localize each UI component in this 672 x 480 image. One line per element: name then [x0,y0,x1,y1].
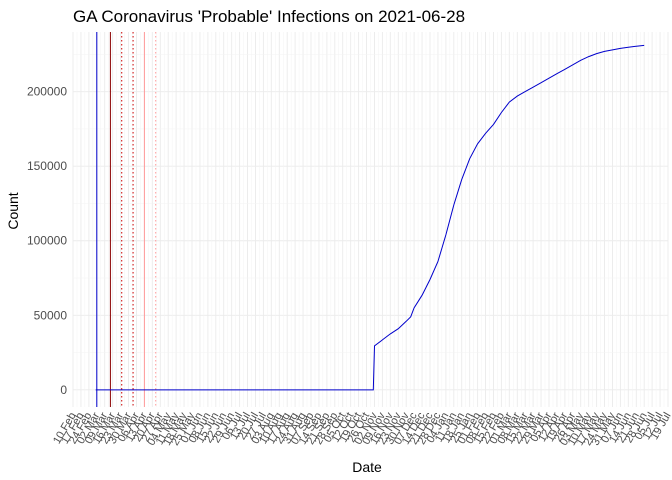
y-tick-label: 200000 [27,85,67,99]
series-line [95,44,645,391]
major-grid [72,32,669,407]
y-tick-label: 100000 [27,234,67,248]
y-axis-title: Count [5,192,21,229]
x-axis-title: Date [352,459,382,475]
y-tick-label: 50000 [34,308,68,322]
y-tick-label: 0 [60,383,67,397]
y-tick-label: 150000 [27,159,67,173]
minor-grid [73,32,668,407]
series-layer [95,44,645,391]
reference-lines [96,32,157,407]
y-tick-labels: 0 50000 100000 150000 200000 [27,85,67,397]
chart-title: GA Coronavirus 'Probable' Infections on … [73,7,465,26]
